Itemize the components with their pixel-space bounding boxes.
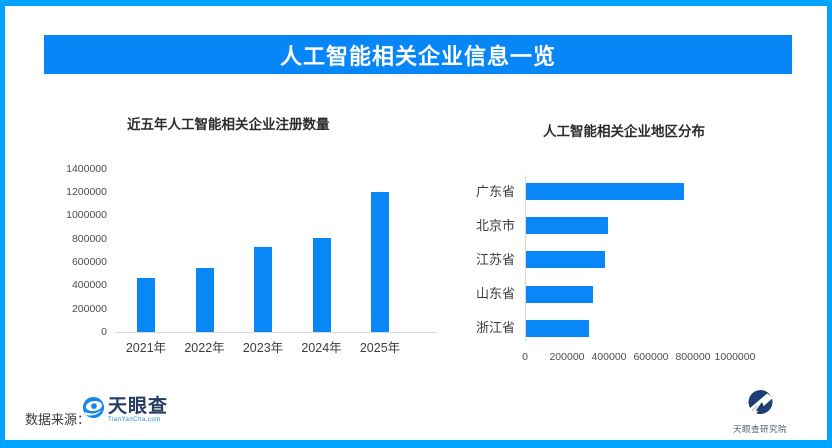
page-title: 人工智能相关企业信息一览: [279, 43, 556, 69]
left-chart-title: 近五年人工智能相关企业注册数量: [127, 117, 330, 132]
tianyancha-wordmark: 天眼查 TianYanCha.com: [108, 396, 168, 424]
tianyancha-eye-icon: [82, 396, 105, 424]
tianyancha-name: 天眼查: [108, 396, 169, 417]
research-institute-icon: [747, 389, 774, 421]
title-banner: 人工智能相关企业信息一览: [44, 35, 792, 74]
content-area: [5, 6, 827, 440]
data-source-label: 数据来源：: [25, 412, 91, 427]
research-institute-logo: 天眼查研究院: [728, 389, 792, 435]
right-chart-title: 人工智能相关企业地区分布: [543, 124, 705, 139]
data-source: 数据来源：: [25, 409, 90, 428]
tianyancha-domain: TianYanCha.com: [108, 417, 161, 423]
tianyancha-logo: 天眼查 TianYanCha.com: [82, 396, 168, 424]
research-institute-name: 天眼查研究院: [732, 424, 787, 434]
